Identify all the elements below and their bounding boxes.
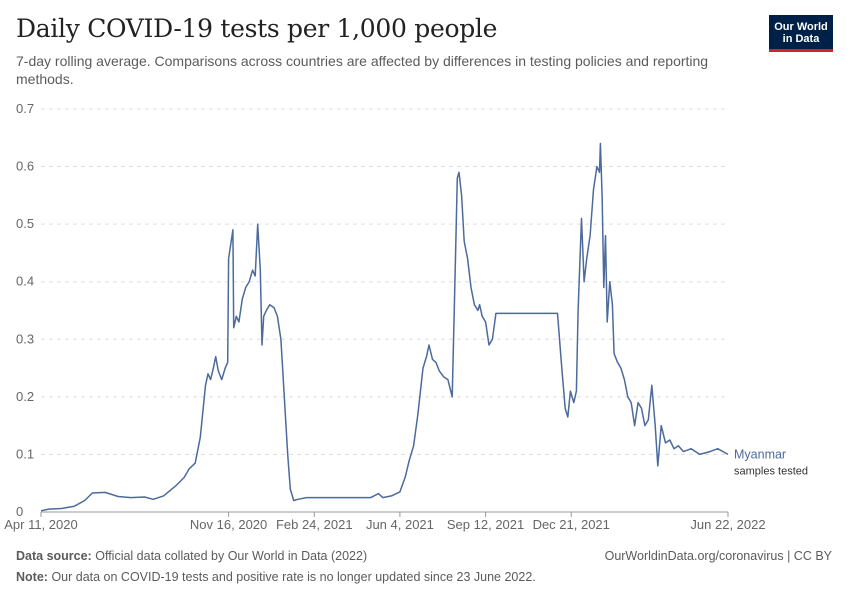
- y-tick-label: 0.5: [16, 216, 34, 231]
- x-tick-label: Jun 4, 2021: [366, 517, 434, 532]
- x-tick-label: Nov 16, 2020: [190, 517, 267, 532]
- y-tick-label: 0.3: [16, 331, 34, 346]
- x-tick-label: Dec 21, 2021: [533, 517, 610, 532]
- logo-line-1: Our World: [774, 21, 828, 33]
- y-tick-label: 0.4: [16, 274, 34, 289]
- line-chart: 0 0.1 0.2 0.3 0.4 0.5 0.6 0.7 Apr 11, 2020 Nov 16…: [4, 101, 808, 532]
- data-source-text: Official data collated by Our World in D…: [95, 549, 368, 563]
- logo-line-2: in Data: [782, 33, 820, 45]
- y-tick-label: 0.2: [16, 389, 34, 404]
- y-tick-label: 0: [16, 504, 23, 519]
- note-text: Our data on COVID-19 tests and positive …: [51, 570, 536, 584]
- chart-title: Daily COVID-19 tests per 1,000 people: [16, 14, 498, 43]
- y-tick-label: 0.7: [16, 101, 34, 116]
- series-sublabel: samples tested: [734, 465, 808, 477]
- data-source: Data source: Official data collated by O…: [16, 549, 367, 563]
- credit-link[interactable]: OurWorldinData.org/coronavirus | CC BY: [604, 549, 832, 563]
- chart-subtitle: 7-day rolling average. Comparisons acros…: [16, 53, 709, 87]
- owid-logo[interactable]: Our World in Data: [769, 15, 833, 52]
- series-line-myanmar: [40, 142, 729, 512]
- chart-note: Note: Our data on COVID-19 tests and pos…: [16, 570, 536, 584]
- y-tick-label: 0.1: [16, 446, 34, 461]
- y-tick-label: 0.6: [16, 159, 34, 174]
- x-tick-label: Feb 24, 2021: [276, 517, 353, 532]
- x-tick-label: Sep 12, 2021: [447, 517, 524, 532]
- data-source-label: Data source:: [16, 549, 92, 563]
- x-tick-label: Apr 11, 2020: [4, 517, 77, 532]
- series-label-myanmar: Myanmar: [734, 447, 786, 461]
- note-label: Note:: [16, 570, 48, 584]
- x-tick-label: Jun 22, 2022: [690, 517, 765, 532]
